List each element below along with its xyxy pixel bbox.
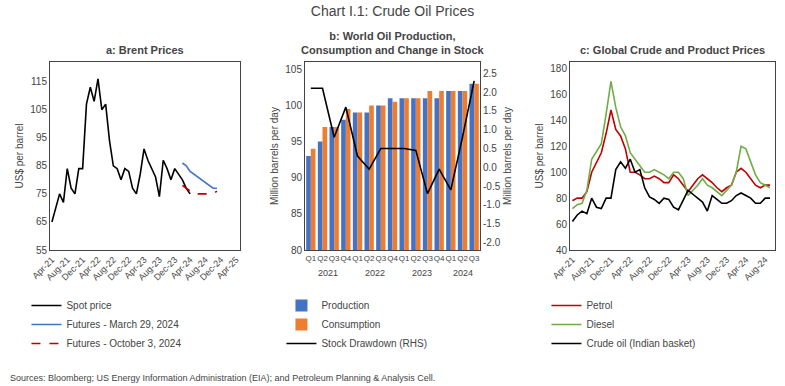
- svg-text:Apr-21: Apr-21: [30, 255, 56, 281]
- svg-text:85: 85: [36, 160, 48, 171]
- svg-text:Q3: Q3: [329, 254, 340, 263]
- svg-text:55: 55: [36, 245, 48, 256]
- svg-text:-0.5: -0.5: [483, 181, 501, 192]
- svg-text:Apr-25: Apr-25: [215, 255, 241, 281]
- svg-text:Apr-24: Apr-24: [724, 255, 750, 281]
- svg-text:160: 160: [550, 89, 567, 100]
- svg-text:US$ per barrel: US$ per barrel: [14, 123, 25, 188]
- svg-text:Dec-23: Dec-23: [704, 255, 732, 283]
- svg-text:Q2: Q2: [317, 254, 328, 263]
- svg-text:Q1: Q1: [399, 254, 410, 263]
- svg-text:2023: 2023: [412, 268, 432, 278]
- svg-text:Apr-23: Apr-23: [122, 255, 148, 281]
- svg-text:Aug-22: Aug-22: [627, 255, 655, 283]
- svg-text:Q3: Q3: [422, 254, 433, 263]
- svg-text:Q2: Q2: [410, 254, 421, 263]
- svg-text:2024: 2024: [453, 268, 473, 278]
- svg-text:180: 180: [550, 63, 567, 74]
- svg-text:40: 40: [556, 245, 568, 256]
- svg-text:Aug-23: Aug-23: [684, 255, 712, 283]
- svg-text:a: Brent Prices: a: Brent Prices: [106, 44, 184, 56]
- svg-text:US$ per barrel: US$ per barrel: [534, 123, 545, 188]
- svg-text:65: 65: [36, 216, 48, 227]
- svg-text:Q1: Q1: [352, 254, 363, 263]
- svg-text:95: 95: [36, 132, 48, 143]
- svg-text:105: 105: [30, 104, 47, 115]
- svg-text:Dec-24: Dec-24: [198, 255, 226, 283]
- svg-text:Q3: Q3: [469, 254, 480, 263]
- svg-text:60: 60: [556, 219, 568, 230]
- svg-text:115: 115: [31, 76, 47, 87]
- svg-text:Q4: Q4: [340, 254, 351, 263]
- svg-text:Q2: Q2: [457, 254, 468, 263]
- svg-text:2.0: 2.0: [483, 87, 497, 98]
- svg-text:105: 105: [285, 64, 302, 75]
- svg-text:Consumption: Consumption: [321, 319, 380, 330]
- svg-text:2.5: 2.5: [483, 68, 497, 79]
- svg-text:-1.0: -1.0: [483, 199, 501, 210]
- svg-text:Dec-21: Dec-21: [60, 255, 88, 283]
- svg-text:Apr-21: Apr-21: [551, 255, 577, 281]
- svg-text:90: 90: [291, 172, 303, 183]
- svg-text:Dec-23: Dec-23: [152, 255, 180, 283]
- svg-text:Apr-24: Apr-24: [169, 255, 195, 281]
- svg-text:80: 80: [556, 193, 568, 204]
- svg-text:Million barrels per day: Million barrels per day: [502, 107, 513, 205]
- svg-text:1.5: 1.5: [483, 105, 497, 116]
- svg-text:Aug-24: Aug-24: [182, 255, 210, 283]
- svg-text:-1.5: -1.5: [483, 218, 501, 229]
- svg-text:Sources: Bloomberg; US Energy: Sources: Bloomberg; US Energy Informatio…: [10, 373, 435, 383]
- svg-text:Dec-21: Dec-21: [588, 255, 616, 283]
- svg-text:2021: 2021: [318, 268, 338, 278]
- svg-text:85: 85: [291, 208, 303, 219]
- svg-text:Apr-23: Apr-23: [666, 255, 692, 281]
- svg-text:95: 95: [291, 136, 303, 147]
- svg-text:Q3: Q3: [375, 254, 386, 263]
- svg-text:1.0: 1.0: [483, 124, 497, 135]
- svg-text:Futures - October 3, 2024: Futures - October 3, 2024: [66, 338, 181, 349]
- svg-text:0.0: 0.0: [483, 162, 497, 173]
- svg-text:Q1: Q1: [305, 254, 316, 263]
- svg-text:120: 120: [550, 141, 567, 152]
- svg-text:Q4: Q4: [387, 254, 398, 263]
- svg-text:b: World Oil Production,Consum: b: World Oil Production,Consumption and …: [301, 30, 485, 56]
- svg-text:c: Global Crude and Product Pr: c: Global Crude and Product Prices: [580, 44, 765, 56]
- svg-text:Spot price: Spot price: [66, 300, 111, 311]
- svg-text:Chart I.1: Crude Oil Prices: Chart I.1: Crude Oil Prices: [311, 3, 474, 19]
- svg-text:Apr-22: Apr-22: [76, 255, 102, 281]
- svg-text:Aug-21: Aug-21: [44, 255, 72, 283]
- svg-text:-2.0: -2.0: [483, 237, 501, 248]
- svg-text:Aug-23: Aug-23: [136, 255, 164, 283]
- svg-text:100: 100: [550, 167, 567, 178]
- svg-text:75: 75: [36, 188, 48, 199]
- svg-text:Crude oil (Indian basket): Crude oil (Indian basket): [586, 338, 695, 349]
- svg-text:Diesel: Diesel: [586, 319, 614, 330]
- svg-text:140: 140: [550, 115, 567, 126]
- svg-text:Dec-22: Dec-22: [106, 255, 134, 283]
- svg-text:Q4: Q4: [434, 254, 445, 263]
- svg-text:80: 80: [291, 245, 303, 256]
- svg-text:Aug-22: Aug-22: [90, 255, 118, 283]
- svg-text:0.5: 0.5: [483, 143, 497, 154]
- svg-text:100: 100: [285, 100, 302, 111]
- svg-text:Apr-22: Apr-22: [609, 255, 635, 281]
- svg-text:Q1: Q1: [445, 254, 456, 263]
- svg-text:Production: Production: [321, 300, 369, 311]
- svg-text:Aug-24: Aug-24: [742, 255, 770, 283]
- svg-text:Stock Drawdown (RHS): Stock Drawdown (RHS): [321, 338, 427, 349]
- svg-text:Dec-22: Dec-22: [646, 255, 674, 283]
- svg-text:2022: 2022: [365, 268, 385, 278]
- svg-text:Million barrels per day: Million barrels per day: [269, 107, 280, 205]
- svg-text:Q2: Q2: [364, 254, 375, 263]
- svg-text:Futures - March 29, 2024: Futures - March 29, 2024: [66, 319, 179, 330]
- svg-text:Aug-21: Aug-21: [569, 255, 597, 283]
- svg-text:Petrol: Petrol: [586, 300, 612, 311]
